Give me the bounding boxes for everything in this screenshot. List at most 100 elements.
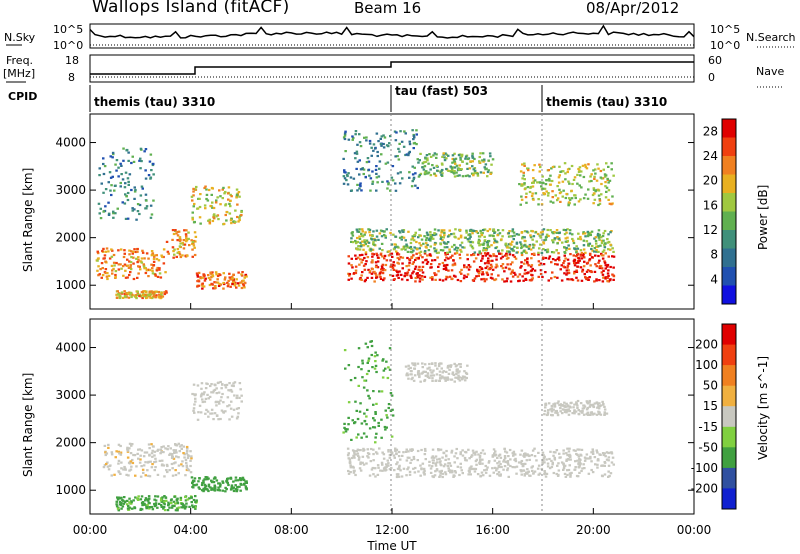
data-cell-9 [461,175,465,178]
data-cell-8 [365,139,368,142]
data-cell-0 [153,254,156,257]
data-cell-1 [118,500,122,503]
data-cell-3 [222,186,225,189]
data-cell-4 [233,284,237,287]
data-cell-8 [372,143,376,146]
data-cell-8 [413,141,417,145]
data-cell-6 [571,412,574,415]
data-cell-4 [201,276,204,279]
data-cell-6 [559,407,562,410]
data-cell-7 [540,251,544,254]
data-cell-2 [240,478,243,481]
data-cell-8 [377,140,380,143]
data-cell-0 [174,449,178,452]
data-cell-6 [396,253,399,256]
data-cell-10 [536,181,539,184]
data-cell-4 [401,454,404,457]
data-cell-4 [468,457,471,460]
data-cell-6 [383,254,387,257]
data-cell-7 [511,249,514,252]
data-cell-3 [235,196,238,199]
data-cell-2 [245,480,248,483]
data-cell-6 [522,279,525,282]
data-cell-7 [550,251,554,254]
data-cell-7 [370,353,373,357]
data-cell-6 [458,271,462,274]
data-cell-6 [501,267,505,270]
data-cell-6 [474,257,478,260]
data-cell-9 [443,159,447,162]
data-cell-7 [446,235,450,238]
data-cell-4 [459,466,463,469]
data-cell-3 [228,382,231,385]
data-cell-6 [567,271,571,275]
data-cell-0 [130,465,133,468]
data-cell-6 [510,271,514,274]
data-cell-1 [131,507,134,510]
data-cell-4 [553,458,557,461]
data-cell-7 [486,244,489,247]
data-cell-7 [564,240,568,243]
data-cell-7 [443,231,446,234]
data-cell-7 [599,244,602,247]
data-cell-6 [396,252,399,255]
data-cell-0 [179,445,182,448]
data-cell-0 [124,468,127,471]
data-cell-6 [486,260,490,263]
data-cell-3 [230,222,233,225]
data-cell-6 [444,252,447,255]
data-cell-4 [469,468,472,471]
data-cell-4 [551,463,554,466]
data-cell-4 [357,454,360,458]
freq-tick-bottom: 8 [68,71,75,84]
data-cell-6 [518,279,521,282]
data-cell-7 [539,236,542,239]
data-cell-5 [428,366,431,369]
data-cell-0 [110,451,114,454]
data-cell-6 [579,266,583,269]
data-cell-3 [222,222,226,225]
data-cell-5 [114,184,117,187]
data-cell-6 [566,410,569,413]
data-cell-6 [477,274,480,277]
data-cell-6 [586,413,590,416]
data-cell-4 [362,463,366,466]
data-cell-0 [147,460,150,463]
data-cell-4 [507,475,510,478]
data-cell-6 [573,270,577,273]
data-cell-0 [160,254,163,257]
data-cell-8 [345,174,349,177]
data-cell-3 [221,392,224,396]
data-cell-7 [566,228,569,231]
data-cell-8 [412,176,416,179]
data-cell-3 [219,195,222,198]
data-cell-8 [371,180,375,183]
data-cell-0 [185,466,189,469]
data-cell-0 [152,257,156,261]
data-cell-0 [112,253,116,257]
data-cell-1 [179,498,183,501]
data-cell-7 [357,384,360,387]
data-cell-6 [363,256,366,260]
data-cell-4 [397,450,401,454]
data-cell-7 [565,231,568,234]
data-cell-4 [568,472,572,475]
data-cell-7 [597,245,600,248]
data-cell-6 [550,277,553,280]
data-cell-7 [495,240,498,243]
nsearch-label: N.Search [746,31,796,44]
data-cell-1 [138,293,141,296]
data-cell-5 [150,169,153,172]
data-cell-7 [373,355,377,358]
data-cell-8 [351,135,354,138]
data-cell-1 [128,497,131,500]
data-cell-6 [496,265,499,268]
data-cell-4 [219,273,222,277]
data-cell-10 [523,164,526,167]
data-cell-6 [361,258,365,261]
data-cell-4 [463,456,467,460]
data-cell-6 [354,271,358,275]
data-cell-3 [211,201,214,204]
data-cell-5 [98,167,101,170]
data-cell-5 [458,376,461,379]
